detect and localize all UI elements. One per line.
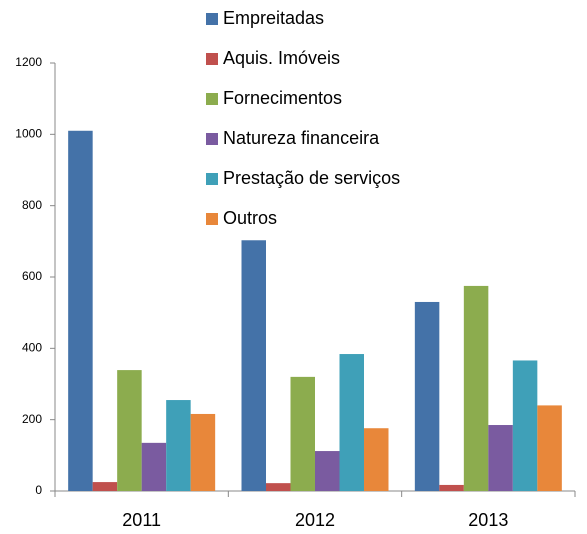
bar xyxy=(364,428,389,491)
y-tick-label: 600 xyxy=(22,269,42,283)
bar xyxy=(141,442,167,491)
bar xyxy=(463,285,489,491)
legend-label: Natureza financeira xyxy=(223,128,380,148)
bar xyxy=(537,405,562,491)
bar xyxy=(339,354,364,491)
bar xyxy=(166,400,191,491)
legend-swatch xyxy=(206,93,218,105)
legend-swatch xyxy=(206,213,218,225)
legend-label: Aquis. Imóveis xyxy=(223,48,340,68)
bar xyxy=(488,425,513,491)
x-tick-label: 2012 xyxy=(295,510,335,530)
bar xyxy=(241,240,266,491)
legend-swatch xyxy=(206,13,218,25)
legend-label: Prestação de serviços xyxy=(223,168,400,188)
y-tick-label: 1200 xyxy=(15,55,42,69)
legend-swatch xyxy=(206,53,218,65)
y-tick-label: 1000 xyxy=(15,127,42,141)
legend-label: Empreitadas xyxy=(223,8,324,28)
y-tick-label: 400 xyxy=(22,341,42,355)
bar xyxy=(439,484,464,491)
bar xyxy=(68,130,93,491)
bar xyxy=(315,451,340,491)
y-tick-label: 800 xyxy=(22,198,42,212)
legend-swatch xyxy=(206,133,218,145)
bar xyxy=(290,376,315,491)
legend-swatch xyxy=(206,173,218,185)
y-tick-label: 0 xyxy=(35,483,42,497)
y-tick-label: 200 xyxy=(22,412,42,426)
bar xyxy=(414,301,440,491)
bar xyxy=(266,483,291,491)
bar xyxy=(512,360,538,491)
bar xyxy=(92,482,118,491)
legend-label: Outros xyxy=(223,208,277,228)
x-tick-label: 2011 xyxy=(122,510,161,530)
bar xyxy=(117,370,142,491)
bar xyxy=(190,413,216,491)
x-tick-label: 2013 xyxy=(468,510,508,530)
legend-label: Fornecimentos xyxy=(223,88,342,108)
